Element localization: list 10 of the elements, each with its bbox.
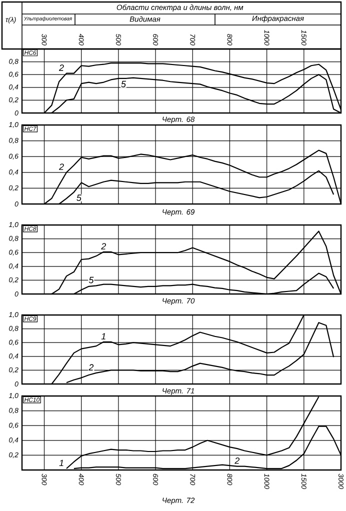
series-label: 1 <box>101 333 106 340</box>
series-label: 5 <box>88 276 94 284</box>
series-label: 2 <box>58 64 64 71</box>
series-label: 5 <box>121 80 126 88</box>
series-label: 1 <box>59 460 64 466</box>
series-label: 2 <box>234 458 240 464</box>
series-label: 2 <box>58 164 64 170</box>
series-label: 2 <box>88 364 94 370</box>
series-label: 5 <box>76 194 82 201</box>
series-label: 2 <box>101 243 106 250</box>
